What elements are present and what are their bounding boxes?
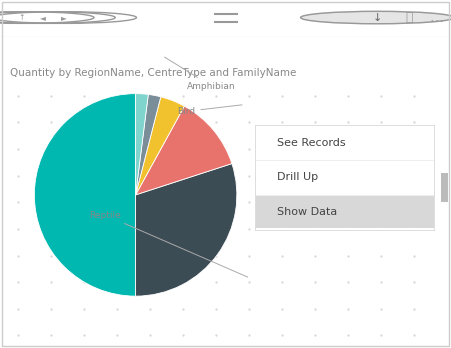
Text: Reptile: Reptile xyxy=(89,211,247,277)
Wedge shape xyxy=(135,106,231,195)
Text: See Records: See Records xyxy=(276,138,345,148)
Text: ►: ► xyxy=(61,13,67,22)
Text: ↑: ↑ xyxy=(18,13,25,22)
Text: Drill Up: Drill Up xyxy=(276,173,317,182)
Text: …: … xyxy=(428,10,442,25)
Text: ↓: ↓ xyxy=(372,13,381,23)
Wedge shape xyxy=(34,94,135,296)
Text: Amphibian: Amphibian xyxy=(164,57,235,90)
Wedge shape xyxy=(135,94,161,195)
Wedge shape xyxy=(135,164,236,296)
Text: ◄: ◄ xyxy=(40,13,46,22)
Text: Bird: Bird xyxy=(177,105,242,116)
Text: Show Data: Show Data xyxy=(276,207,336,217)
Text: ⤢: ⤢ xyxy=(405,11,412,24)
Bar xyxy=(440,173,446,202)
Text: Quantity by RegionName, CentreType and FamilyName: Quantity by RegionName, CentreType and F… xyxy=(9,68,295,78)
Bar xyxy=(255,196,433,229)
Circle shape xyxy=(300,11,451,24)
Wedge shape xyxy=(135,97,184,195)
Wedge shape xyxy=(135,94,148,195)
